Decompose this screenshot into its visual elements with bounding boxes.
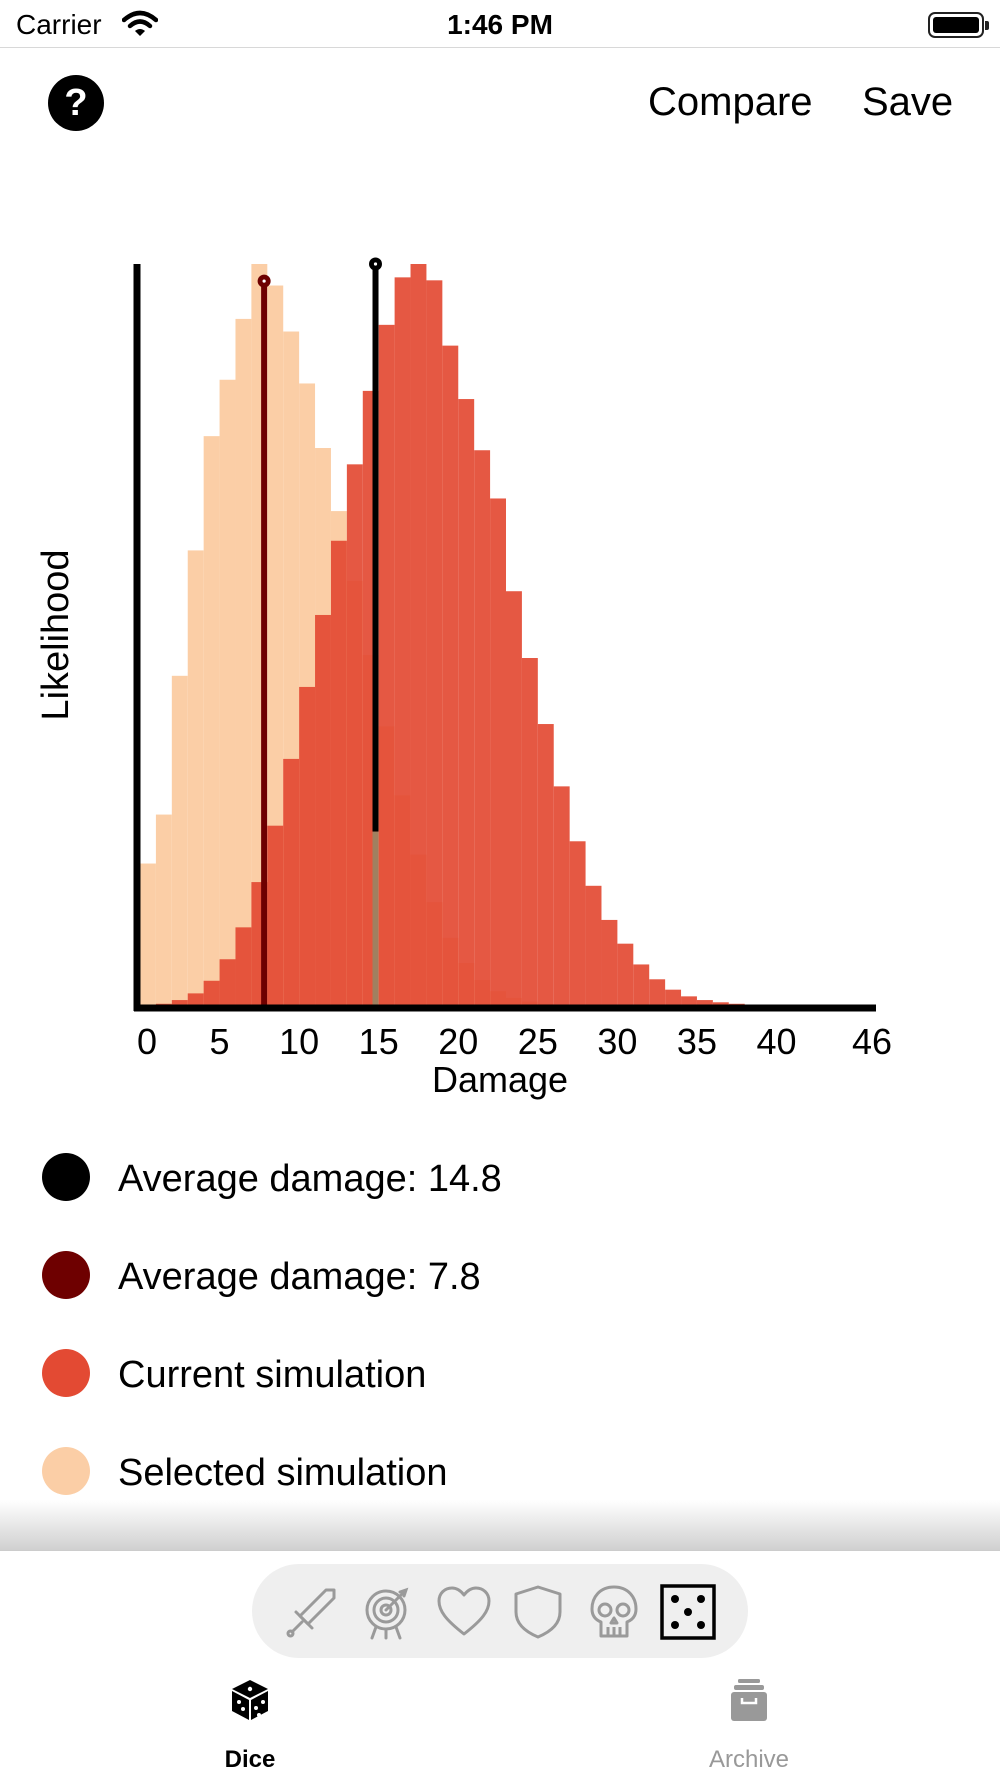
legend-label-average-current: Average damage: 14.8 — [118, 1158, 502, 1200]
current-bar-9 — [283, 758, 300, 1006]
tab-dice[interactable]: Dice — [150, 1678, 350, 1778]
legend-item-current-simulation: Current simulation — [0, 1344, 1000, 1404]
selected-bar-0 — [140, 863, 156, 1006]
current-bar-21 — [474, 450, 491, 1006]
carrier-label: Carrier — [16, 9, 102, 40]
sword-icon[interactable] — [282, 1582, 342, 1642]
current-bar-26 — [553, 786, 570, 1006]
status-bar: Carrier 1:46 PM — [0, 0, 1000, 48]
y-axis-label: Likelihood — [35, 549, 77, 720]
legend-label-average-selected: Average damage: 7.8 — [118, 1256, 481, 1298]
dice-tab-icon — [230, 1678, 270, 1722]
tab-archive[interactable]: Archive — [649, 1678, 849, 1778]
shield-icon[interactable] — [508, 1582, 568, 1642]
selected-bar-2 — [171, 675, 188, 1006]
legend-dot-average-current — [42, 1153, 90, 1201]
current-bar-4 — [203, 980, 220, 1006]
selected-bar-4 — [203, 436, 220, 1006]
current-bar-18 — [426, 280, 443, 1007]
tab-bar-shadow — [0, 1500, 1000, 1550]
current-bar-31 — [633, 964, 650, 1006]
save-button[interactable]: Save — [862, 80, 954, 124]
x-tick-label: 46 — [852, 1021, 892, 1062]
current-average-marker-dot — [373, 262, 378, 266]
selected-average-marker-dot — [262, 279, 266, 283]
compare-button[interactable]: Compare — [648, 80, 813, 124]
current-bar-32 — [649, 979, 666, 1006]
current-bar-20 — [458, 399, 475, 1006]
current-bar-11 — [315, 614, 331, 1006]
target-icon[interactable] — [358, 1582, 418, 1642]
archive-tab-icon — [729, 1678, 769, 1722]
current-bar-6 — [235, 927, 252, 1006]
current-bar-5 — [219, 959, 236, 1006]
legend-item-average-current: Average damage: 14.8 — [0, 1148, 1000, 1208]
current-bar-27 — [569, 841, 586, 1006]
current-bar-25 — [537, 724, 554, 1006]
current-bar-24 — [521, 658, 538, 1006]
current-bar-33 — [665, 989, 682, 1006]
tab-dice-label: Dice — [224, 1746, 276, 1773]
current-bar-12 — [330, 540, 347, 1006]
x-tick-label: 30 — [597, 1021, 637, 1062]
legend-item-average-selected: Average damage: 7.8 — [0, 1246, 1000, 1306]
dice-five-icon[interactable] — [658, 1582, 718, 1642]
help-button[interactable]: ? — [48, 75, 104, 131]
average-lines — [257, 257, 383, 1006]
current-bar-36 — [712, 1002, 729, 1006]
x-tick-label: 0 — [137, 1021, 157, 1062]
x-tick-label: 10 — [279, 1021, 319, 1062]
legend-dot-current-simulation — [42, 1349, 90, 1397]
current-series — [155, 264, 793, 1007]
x-tick-label: 25 — [518, 1021, 558, 1062]
battery-icon — [928, 12, 989, 38]
current-bar-10 — [299, 686, 316, 1006]
x-tick-label: 15 — [359, 1021, 399, 1062]
damage-histogram-chart: 0 5 10 15 20 25 30 35 40 46 Damage Likelihood — [35, 257, 892, 1100]
current-bar-29 — [601, 919, 618, 1006]
x-axis-label: Damage — [432, 1059, 568, 1100]
selected-bar-6 — [235, 318, 252, 1007]
selected-bar-1 — [155, 814, 172, 1006]
x-tick-label: 40 — [756, 1021, 796, 1062]
current-bar-13 — [346, 464, 363, 1007]
current-bar-28 — [585, 885, 602, 1006]
clock: 1:46 PM — [447, 9, 553, 40]
current-bar-30 — [617, 943, 634, 1006]
current-bar-23 — [506, 591, 522, 1006]
current-bar-34 — [681, 996, 697, 1006]
legend-item-selected-simulation: Selected simulation — [0, 1442, 1000, 1502]
x-tick-label: 20 — [438, 1021, 478, 1062]
heart-icon[interactable] — [434, 1582, 494, 1642]
legend-dot-selected-simulation — [42, 1447, 90, 1495]
legend-label-current-simulation: Current simulation — [118, 1354, 427, 1396]
current-bar-8 — [267, 825, 284, 1006]
skull-icon[interactable] — [584, 1582, 644, 1642]
legend-dot-average-selected — [42, 1251, 90, 1299]
wifi-icon — [121, 10, 159, 43]
tab-archive-label: Archive — [708, 1746, 790, 1773]
x-tick-labels: 0 5 10 15 20 25 30 35 40 46 — [137, 1021, 892, 1062]
current-bar-3 — [187, 993, 204, 1006]
tool-selector — [252, 1564, 748, 1658]
x-tick-label: 5 — [210, 1021, 230, 1062]
current-bar-15 — [378, 324, 395, 1006]
current-bar-16 — [394, 277, 411, 1007]
selected-bar-5 — [219, 379, 236, 1006]
current-bar-2 — [171, 1000, 188, 1006]
current-bar-19 — [442, 345, 459, 1006]
x-tick-label: 35 — [677, 1021, 717, 1062]
legend-label-selected-simulation: Selected simulation — [118, 1452, 448, 1494]
current-bar-35 — [696, 1000, 713, 1006]
selected-bar-3 — [187, 550, 204, 1006]
current-bar-17 — [410, 264, 427, 1006]
current-bar-22 — [490, 498, 506, 1006]
